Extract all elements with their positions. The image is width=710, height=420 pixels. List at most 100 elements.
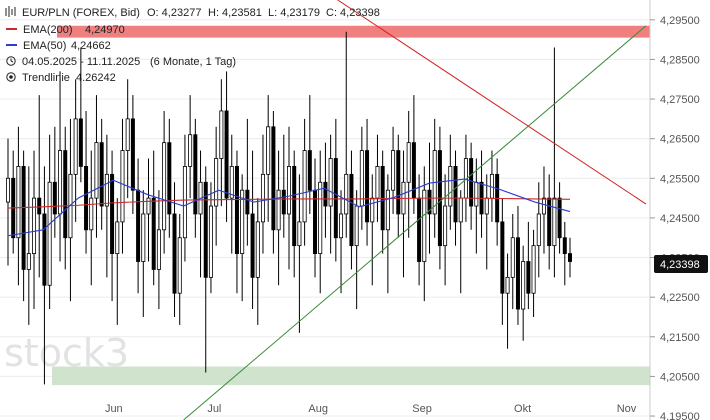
candle-body bbox=[515, 237, 520, 310]
candle-body bbox=[21, 166, 26, 270]
candle-body bbox=[73, 118, 78, 175]
month-label: Nov bbox=[617, 403, 637, 415]
close-value: C: 4,23398 bbox=[326, 7, 380, 19]
candle-body bbox=[302, 150, 307, 223]
price-tick-label: 4,25500 bbox=[660, 173, 700, 185]
candle-body bbox=[6, 177, 11, 203]
month-label: Jun bbox=[105, 403, 123, 415]
candle-body bbox=[484, 197, 489, 215]
candle-body bbox=[260, 173, 265, 223]
candle-body bbox=[427, 189, 432, 215]
candle-body bbox=[250, 213, 255, 278]
candle-body bbox=[115, 221, 120, 254]
downtrend-line bbox=[337, 0, 647, 205]
candle-body bbox=[130, 118, 135, 191]
candle-body bbox=[422, 189, 427, 262]
resistance-zone bbox=[57, 25, 650, 38]
price-tick-label: 4,22500 bbox=[660, 292, 700, 304]
candle-body bbox=[47, 181, 52, 286]
candle-body bbox=[234, 166, 239, 254]
price-tick-label: 4,19500 bbox=[660, 411, 700, 420]
candle-body bbox=[354, 205, 359, 247]
candle-body bbox=[333, 158, 338, 239]
candle-body bbox=[141, 213, 146, 262]
candle-body bbox=[396, 150, 401, 215]
ema50-line bbox=[7, 178, 571, 237]
candle-body bbox=[531, 245, 536, 294]
candle-body bbox=[292, 166, 297, 247]
candle-body bbox=[146, 197, 151, 215]
ema200-label: EMA(200) bbox=[23, 24, 73, 36]
trendline-value: 4.26242 bbox=[76, 72, 116, 84]
candlestick-series bbox=[6, 31, 573, 385]
candle-body bbox=[26, 253, 31, 270]
ema50-value: 4,24662 bbox=[71, 40, 111, 52]
candle-body bbox=[32, 197, 37, 254]
price-tick-label: 4,28500 bbox=[660, 54, 700, 66]
candle-body bbox=[417, 197, 422, 262]
chart-type-icon[interactable] bbox=[5, 6, 16, 17]
candle-body bbox=[406, 142, 411, 183]
clock-icon bbox=[6, 56, 16, 66]
candle-body bbox=[167, 142, 172, 215]
ema200-line bbox=[7, 197, 571, 209]
ema50-label: EMA(50) bbox=[23, 40, 66, 52]
candle-body bbox=[177, 237, 182, 294]
candle-body bbox=[136, 189, 141, 262]
month-label: Jul bbox=[207, 403, 221, 415]
candle-body bbox=[453, 166, 458, 223]
uptrend-line bbox=[183, 25, 647, 420]
candle-body bbox=[458, 197, 463, 223]
candle-body bbox=[266, 126, 271, 175]
candle-body bbox=[541, 197, 546, 215]
ema200-value: 4,24970 bbox=[85, 24, 125, 36]
month-label: Sep bbox=[412, 403, 432, 415]
candle-body bbox=[568, 253, 573, 262]
candle-body bbox=[359, 150, 364, 207]
trendline-icon bbox=[6, 72, 16, 82]
candle-body bbox=[16, 166, 21, 239]
candle-body bbox=[391, 150, 396, 191]
current-price-label: 4,23398 bbox=[660, 259, 700, 271]
symbol-title: EUR/PLN (FOREX, Bid) bbox=[22, 7, 140, 19]
candle-body bbox=[240, 189, 245, 254]
candle-body bbox=[193, 134, 198, 215]
candle-body bbox=[375, 166, 380, 199]
candle-body bbox=[349, 173, 354, 247]
candle-body bbox=[271, 126, 276, 231]
candle-body bbox=[172, 213, 177, 294]
candle-body bbox=[344, 173, 349, 215]
candle-body bbox=[42, 213, 47, 286]
candle-body bbox=[52, 181, 57, 215]
price-tick-label: 4,20500 bbox=[660, 371, 700, 383]
price-tick-label: 4,27500 bbox=[660, 94, 700, 106]
candle-body bbox=[151, 197, 156, 270]
candle-body bbox=[120, 150, 125, 223]
candle-body bbox=[245, 189, 250, 215]
ema200-swatch bbox=[6, 28, 17, 30]
candle-body bbox=[385, 189, 390, 231]
candle-body bbox=[188, 134, 193, 167]
candle-body bbox=[78, 118, 83, 167]
candle-body bbox=[505, 276, 510, 294]
candle-body bbox=[224, 110, 229, 199]
ema50-swatch bbox=[6, 44, 17, 46]
candle-body bbox=[469, 158, 474, 207]
candle-body bbox=[110, 173, 115, 254]
candle-body bbox=[214, 158, 219, 207]
candle-body bbox=[448, 166, 453, 207]
candle-body bbox=[552, 197, 557, 247]
support-zone bbox=[52, 366, 650, 386]
candle-body bbox=[313, 189, 318, 254]
candle-body bbox=[370, 197, 375, 223]
candle-body bbox=[307, 150, 312, 191]
current-price-badge: 4,23398 bbox=[654, 255, 708, 273]
candle-body bbox=[562, 237, 567, 254]
candle-body bbox=[510, 237, 515, 278]
time-axis: Jun Jul Aug Sep Okt Nov bbox=[105, 403, 637, 415]
candle-body bbox=[203, 181, 208, 278]
candle-body bbox=[443, 205, 448, 247]
date-range: 04.05.2025 - 11.11.2025 bbox=[22, 56, 140, 68]
candle-body bbox=[365, 150, 370, 223]
